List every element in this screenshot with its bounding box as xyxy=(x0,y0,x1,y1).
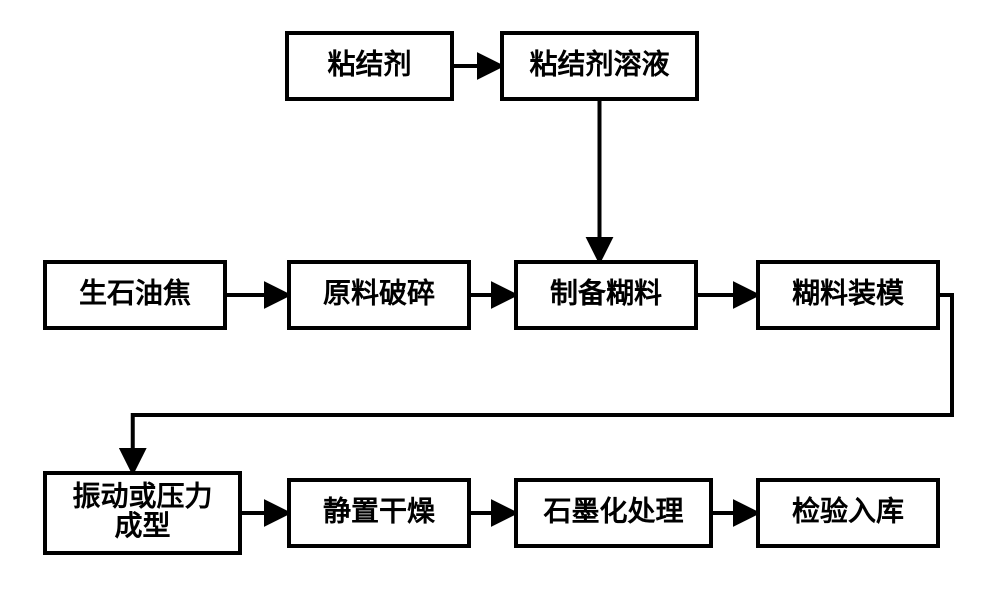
node-raw_coke: 生石油焦 xyxy=(45,262,225,328)
node-paste: 制备糊料 xyxy=(516,262,696,328)
node-label-crush: 原料破碎 xyxy=(323,277,435,308)
node-label-binder_solution: 粘结剂溶液 xyxy=(529,47,669,79)
node-mold: 糊料装模 xyxy=(758,262,938,328)
node-binder_solution: 粘结剂溶液 xyxy=(502,33,697,99)
node-label-drying: 静置干燥 xyxy=(323,495,436,526)
node-forming: 振动或压力成型 xyxy=(45,473,240,553)
node-graphitize: 石墨化处理 xyxy=(516,480,711,546)
node-label-mold: 糊料装模 xyxy=(792,277,905,308)
node-label-paste: 制备糊料 xyxy=(550,277,662,308)
node-label-forming-line0: 振动或压力 xyxy=(72,481,212,512)
node-label-forming-line1: 成型 xyxy=(114,510,170,541)
node-label-binder: 粘结剂 xyxy=(327,48,411,79)
node-inspect: 检验入库 xyxy=(758,480,938,546)
node-crush: 原料破碎 xyxy=(289,262,469,328)
node-drying: 静置干燥 xyxy=(289,480,469,546)
node-binder: 粘结剂 xyxy=(287,33,452,99)
node-label-inspect: 检验入库 xyxy=(792,494,904,526)
node-label-graphitize: 石墨化处理 xyxy=(542,495,683,526)
node-label-raw_coke: 生石油焦 xyxy=(79,276,191,308)
